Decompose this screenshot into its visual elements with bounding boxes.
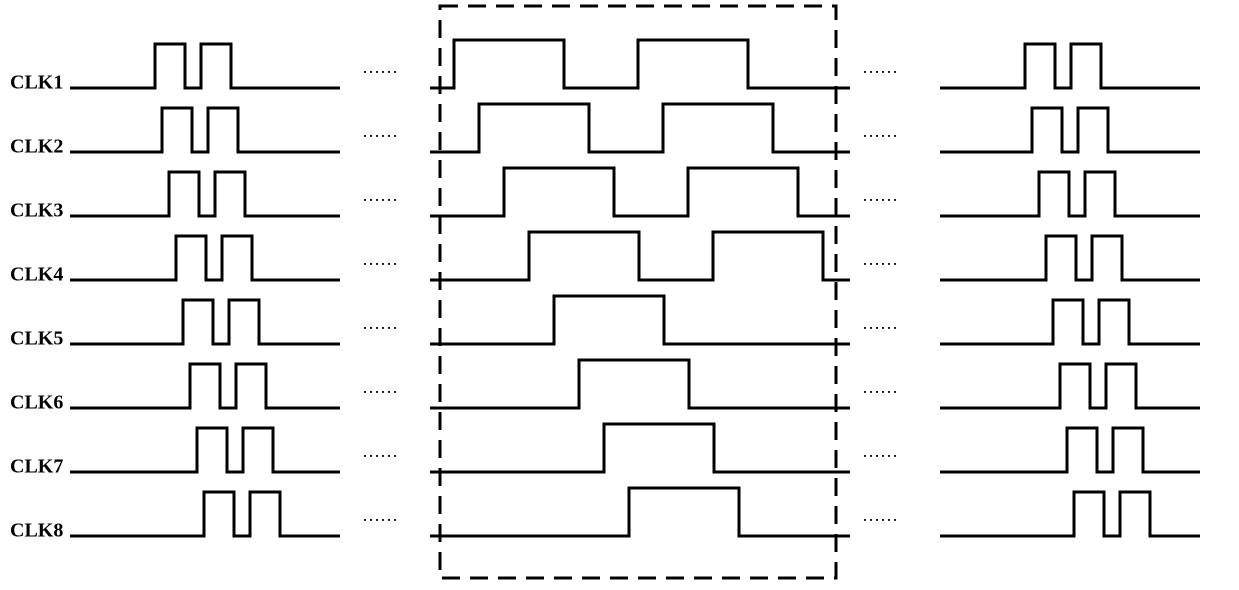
wave-CLK1-center [430, 40, 850, 88]
label-CLK1: CLK1 [10, 72, 63, 94]
dots-CLK2-gap1: …… [362, 121, 398, 141]
label-CLK4: CLK4 [10, 264, 63, 286]
wave-CLK4-right [940, 236, 1200, 280]
dots-CLK3-gap2: …… [862, 185, 898, 205]
label-CLK7: CLK7 [10, 456, 63, 478]
label-CLK3: CLK3 [10, 200, 63, 222]
timing-diagram: CLK1CLK2CLK3CLK4CLK5CLK6CLK7CLK8 …………………… [0, 0, 1239, 590]
dots-CLK3-gap1: …… [362, 185, 398, 205]
label-CLK6: CLK6 [10, 392, 63, 414]
wave-CLK4-left [70, 236, 340, 280]
wave-CLK5-left [70, 300, 340, 344]
dots-CLK4-gap2: …… [862, 249, 898, 269]
dots-CLK8-gap1: …… [362, 505, 398, 525]
dots-CLK5-gap2: …… [862, 313, 898, 333]
label-CLK2: CLK2 [10, 136, 63, 158]
wave-CLK7-center [430, 424, 850, 472]
wave-CLK2-center [430, 104, 850, 152]
wave-CLK8-right [940, 492, 1200, 536]
wave-CLK3-right [940, 172, 1200, 216]
labels-group: CLK1 CLK2 CLK3 CLK4 CLK5 CLK6 CLK7 CLK8 [10, 72, 63, 542]
wave-CLK4-center [430, 232, 850, 280]
wave-CLK6-right [940, 364, 1200, 408]
dots-CLK4-gap1: …… [362, 249, 398, 269]
waveforms-group [70, 40, 1200, 536]
highlight-dash-box [440, 6, 836, 578]
wave-CLK5-right [940, 300, 1200, 344]
wave-CLK2-left [70, 108, 340, 152]
dots-group: …… …… …… …… …… …… …… …… …… …… …… …… …… …… …… …… [362, 57, 898, 525]
wave-CLK3-center [430, 168, 850, 216]
wave-CLK7-right [940, 428, 1200, 472]
wave-CLK1-left [70, 44, 340, 88]
wave-CLK3-left [70, 172, 340, 216]
dots-CLK1-gap1: …… [362, 57, 398, 77]
dots-CLK8-gap2: …… [862, 505, 898, 525]
wave-CLK5-center [430, 296, 850, 344]
wave-CLK1-right [940, 44, 1200, 88]
label-CLK5: CLK5 [10, 328, 63, 350]
dots-CLK1-gap2: …… [862, 57, 898, 77]
label-CLK8: CLK8 [10, 520, 63, 542]
wave-CLK6-left [70, 364, 340, 408]
wave-CLK8-center [430, 488, 850, 536]
dots-CLK6-gap1: …… [362, 377, 398, 397]
wave-CLK7-left [70, 428, 340, 472]
dots-CLK6-gap2: …… [862, 377, 898, 397]
wave-CLK2-right [940, 108, 1200, 152]
wave-CLK6-center [430, 360, 850, 408]
dots-CLK5-gap1: …… [362, 313, 398, 333]
dots-CLK7-gap1: …… [362, 441, 398, 461]
dots-CLK7-gap2: …… [862, 441, 898, 461]
dots-CLK2-gap2: …… [862, 121, 898, 141]
wave-CLK8-left [70, 492, 340, 536]
